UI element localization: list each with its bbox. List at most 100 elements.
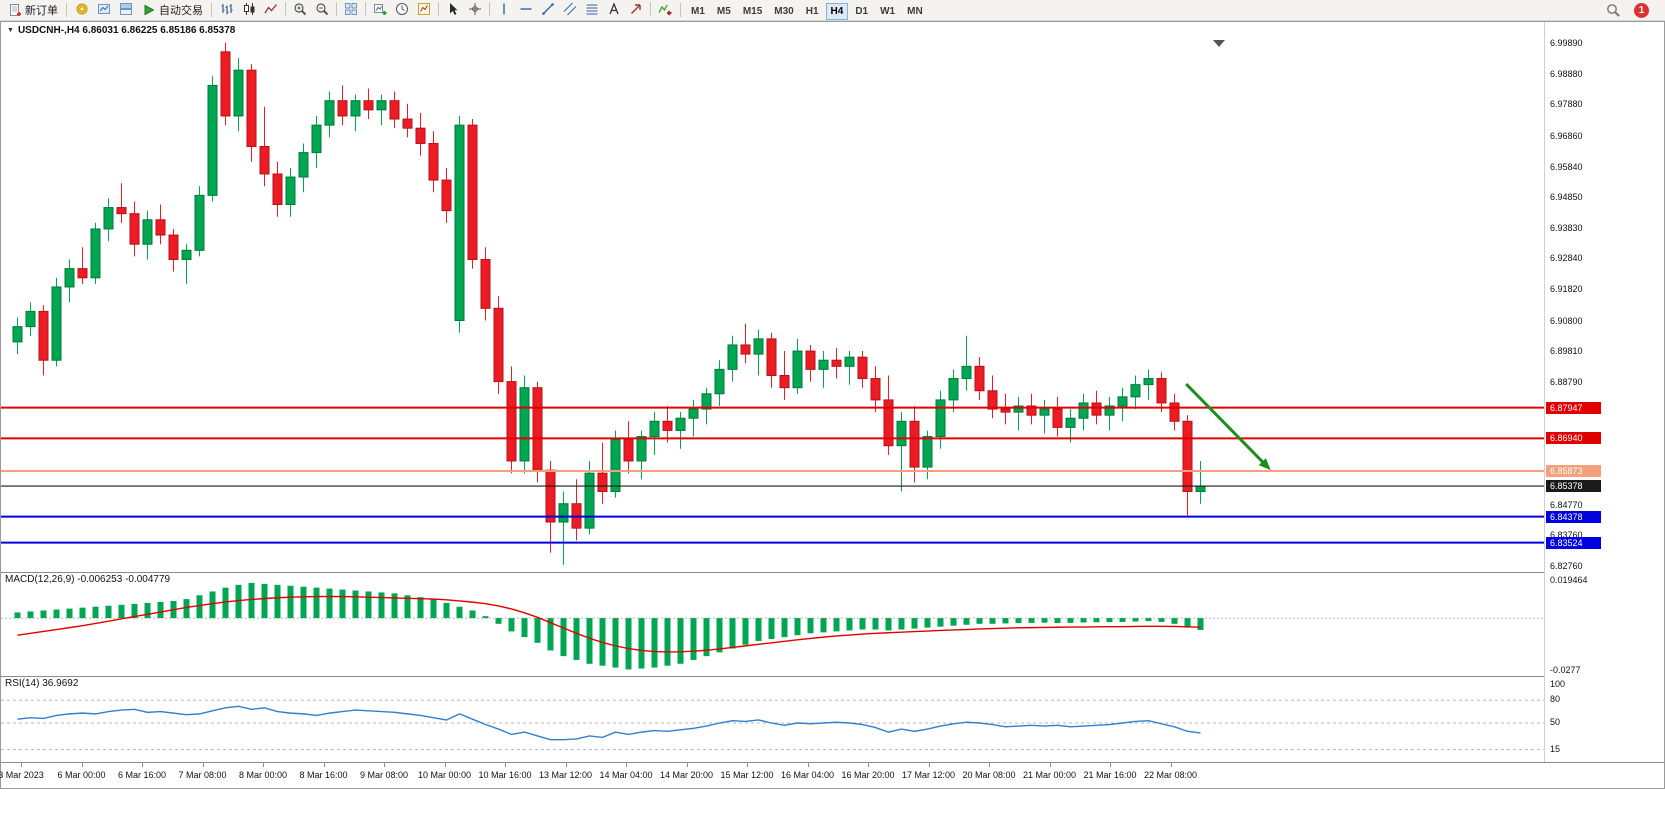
cursor-button[interactable] [442,0,464,18]
macd-label: MACD(12,26,9) -0.006253 -0.004779 [5,574,171,585]
text-button[interactable] [603,0,625,18]
price-axis[interactable]: 6.99890 6.98880 6.97880 6.96860 6.95840 6.948… [1544,22,1664,762]
time-label: 14 Mar 04:00 [599,770,653,780]
tile-windows-icon [345,2,357,15]
navigator-button[interactable] [93,0,115,18]
time-label: 21 Mar 00:00 [1022,770,1077,780]
toolbar-separator [211,3,212,17]
rsi-panel[interactable] [1,676,1544,763]
toolbar-icon-groups [216,0,676,21]
line-chart-button[interactable] [260,0,282,18]
price-label: 6.83760 [1550,530,1583,541]
time-tick [142,763,143,767]
timeframe-H4-button[interactable]: H4 [825,2,849,20]
cursor-icon [450,2,458,15]
timeframe-M1-button[interactable]: M1 [691,5,705,17]
vertical-line-button[interactable] [493,0,515,18]
price-label: 6.92840 [1550,253,1583,264]
indicators-icon [658,4,672,15]
zoom-out-button[interactable] [311,0,333,18]
time-label: 9 Mar 08:00 [359,770,409,780]
rsi-axis-label: 15 [1550,743,1561,754]
time-label: 21 Mar 16:00 [1083,770,1137,780]
time-label: 7 Mar 08:00 [178,770,227,780]
search-button[interactable] [1602,1,1624,19]
price-badge: 6.85873 [1546,464,1601,477]
notification-badge[interactable]: 1 [1634,2,1649,18]
time-label: 8 Mar 16:00 [299,770,348,780]
channel-icon [563,2,577,15]
toolbar-separator [66,3,67,17]
time-tick [384,763,385,767]
horizontal-line-button[interactable] [515,0,537,18]
time-tick [565,763,567,767]
toolbar-separator [489,1,490,16]
toolbar-separator [285,1,286,16]
price-badge: 6.84378 [1546,510,1601,523]
time-tick [807,763,809,767]
price-label: 6.91820 [1550,284,1583,295]
time-label: 17 Mar 12:00 [901,770,956,780]
price-label: 6.97880 [1550,99,1583,110]
candles-chart-button[interactable] [238,0,260,18]
time-label: 3 Mar 2023 [0,770,44,780]
price-label: 6.95840 [1550,161,1583,172]
rsi-axis-label: 100 [1550,679,1566,689]
time-tick [928,763,930,767]
trendline-button[interactable] [537,0,559,18]
time-tick [81,763,83,767]
macd-axis-label: 0.019464 [1550,575,1588,585]
vertical-line-icon [503,3,505,14]
auto-trading-label: 自动交易 [159,5,203,17]
time-tick [1049,763,1051,767]
arrows-button[interactable] [625,0,647,18]
zoom-in-icon [294,2,307,15]
timeframe-M30-button[interactable]: M30 [774,5,794,17]
tile-windows-button[interactable] [340,0,362,18]
timeframe-M15-button[interactable]: M15 [742,5,763,17]
crosshair-button[interactable] [464,0,486,18]
new-order-button[interactable]: 新订单 [4,1,62,19]
channel-button[interactable] [559,0,581,18]
timeframe-H1-button[interactable]: H1 [805,5,819,17]
timeframe-M5-button[interactable]: M5 [716,5,731,17]
main-chart[interactable] [1,38,1544,572]
timeframe-MN-button[interactable]: MN [907,5,923,17]
terminal-button[interactable] [115,0,137,18]
price-label: 6.82760 [1550,561,1583,571]
time-tick [323,763,325,767]
time-label: 6 Mar 00:00 [57,770,106,780]
time-tick [1110,763,1111,767]
autotrade-icon [144,4,155,16]
time-axis[interactable]: 3 Mar 2023 6 Mar 00:00 6 Mar 16:00 7 Mar 08… [0,762,1664,788]
price-badge: 6.86940 [1546,432,1601,445]
new-order-label: 新订单 [25,5,58,17]
periods-icon [396,2,408,15]
chart-title: USDCNH-,H4 6.86031 6.86225 6.85186 6.853… [17,24,236,36]
time-tick [505,763,506,767]
toolbar-separator [650,1,651,16]
zoom-in-button[interactable] [289,0,311,18]
auto-trading-button[interactable]: 自动交易 [138,1,207,19]
time-label: 14 Mar 20:00 [659,770,714,780]
fibonacci-button[interactable] [581,0,603,18]
toolbar-left-icons [71,0,137,21]
candles-chart-icon [244,2,255,15]
macd-panel[interactable] [1,572,1544,677]
chart-titlebar[interactable]: ▼ USDCNH-,H4 6.86031 6.86225 6.85186 6.8… [1,22,1665,38]
bars-chart-button[interactable] [216,0,238,18]
rsi-axis-label: 80 [1550,694,1561,705]
horizontal-line-icon [520,7,532,10]
indicators-button[interactable] [654,0,676,18]
chart-shift-marker [1213,40,1225,47]
price-label: 6.94850 [1550,191,1583,202]
templates-button[interactable] [413,0,435,18]
price-badge: 6.83524 [1546,536,1601,549]
symbols-button[interactable] [71,0,93,18]
timeframe-W1-button[interactable]: W1 [880,5,896,17]
symbols-icon [76,3,88,14]
timeframe-D1-button[interactable]: D1 [855,5,869,17]
macd-signal-value: -0.004779 [125,574,171,585]
periods-button[interactable] [391,0,413,18]
new-chart-button[interactable] [369,0,391,18]
